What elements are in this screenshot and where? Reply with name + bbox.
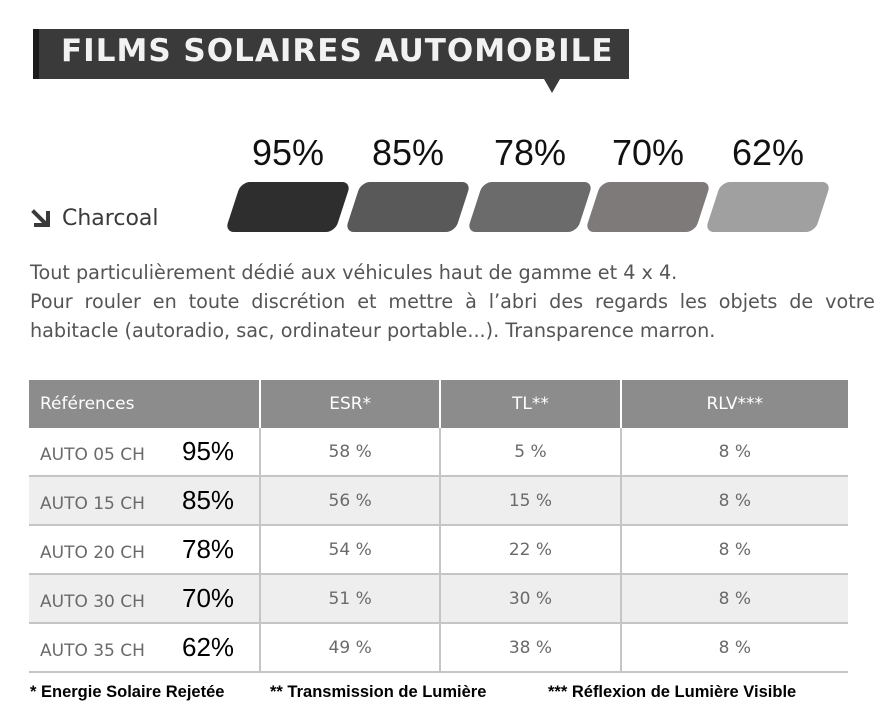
description-line: Pour rouler en toute discrétion et mettr…	[30, 290, 875, 342]
description-line: Tout particulièrement dédié aux véhicule…	[30, 261, 678, 284]
esr-cell: 58 %	[260, 428, 442, 477]
shade-percent: 85%	[371, 132, 445, 173]
reference-name: AUTO 35 CH	[40, 641, 145, 661]
shade-percent: 70%	[611, 132, 685, 173]
reference-name: AUTO 30 CH	[40, 592, 145, 612]
footnote-rlv: *** Réflexion de Lumière Visible	[548, 683, 797, 701]
shade-swatch	[584, 182, 712, 232]
reference-cell: AUTO 05 CH 95%	[29, 428, 261, 477]
rlv-cell: 8 %	[620, 428, 848, 477]
footnote-tl: ** Transmission de Lumière	[270, 683, 487, 701]
shade-percent: 95%	[251, 132, 325, 173]
tl-cell: 5 %	[440, 428, 622, 477]
shade-swatch	[344, 182, 472, 232]
reference-cell: AUTO 35 CH 62%	[29, 623, 261, 673]
page-title: FILMS SOLAIRES AUTOMOBILE	[61, 33, 614, 69]
reference-cell: AUTO 15 CH 85%	[29, 476, 261, 526]
table-header-row: Références ESR* TL** RLV***	[29, 380, 848, 428]
header-tl: TL**	[440, 380, 622, 428]
esr-cell: 56 %	[260, 476, 442, 526]
description: Tout particulièrement dédié aux véhicule…	[30, 258, 875, 345]
reference-name: AUTO 20 CH	[40, 543, 145, 563]
table-row: AUTO 05 CH 95% 58 % 5 % 8 %	[29, 428, 848, 477]
shade-percent-row: 95% 85% 78% 70% 62%	[230, 132, 830, 176]
rlv-cell: 8 %	[620, 476, 848, 526]
shade-swatch	[224, 182, 352, 232]
reference-percent: 85%	[182, 485, 235, 515]
arrow-down-right-icon	[31, 209, 50, 227]
esr-cell: 49 %	[260, 623, 442, 673]
table-row: AUTO 20 CH 78% 54 % 22 % 8 %	[29, 525, 848, 575]
header-rlv: RLV***	[620, 380, 848, 428]
rlv-cell: 8 %	[620, 574, 848, 624]
shade-swatch	[466, 182, 594, 232]
reference-percent: 62%	[182, 632, 235, 662]
tl-cell: 22 %	[440, 525, 622, 575]
esr-cell: 51 %	[260, 574, 442, 624]
film-name: Charcoal	[30, 203, 159, 233]
shade-swatch	[704, 182, 832, 232]
shade-percent: 62%	[731, 132, 805, 173]
specs-table: Références ESR* TL** RLV*** AUTO 05 CH 95…	[29, 380, 848, 673]
rlv-cell: 8 %	[620, 623, 848, 673]
table-row: AUTO 35 CH 62% 49 % 38 % 8 %	[29, 623, 848, 673]
reference-percent: 78%	[182, 534, 235, 564]
shade-percent: 78%	[493, 132, 567, 173]
esr-cell: 54 %	[260, 525, 442, 575]
reference-name: AUTO 05 CH	[40, 445, 145, 465]
tl-cell: 38 %	[440, 623, 622, 673]
header-references: Références	[29, 380, 261, 428]
reference-cell: AUTO 20 CH 78%	[29, 525, 261, 575]
header-esr: ESR*	[260, 380, 442, 428]
banner-notch	[544, 79, 560, 93]
footnote-esr: * Energie Solaire Rejetée	[30, 683, 225, 701]
reference-name: AUTO 15 CH	[40, 494, 145, 514]
rlv-cell: 8 %	[620, 525, 848, 575]
table-row: AUTO 15 CH 85% 56 % 15 % 8 %	[29, 476, 848, 526]
reference-percent: 70%	[182, 583, 235, 613]
footnotes: * Energie Solaire Rejetée ** Transmissio…	[30, 683, 870, 705]
film-name-label: Charcoal	[62, 205, 159, 231]
table-row: AUTO 30 CH 70% 51 % 30 % 8 %	[29, 574, 848, 624]
tl-cell: 15 %	[440, 476, 622, 526]
tl-cell: 30 %	[440, 574, 622, 624]
reference-cell: AUTO 30 CH 70%	[29, 574, 261, 624]
reference-percent: 95%	[182, 436, 235, 466]
title-banner: FILMS SOLAIRES AUTOMOBILE	[33, 29, 629, 79]
